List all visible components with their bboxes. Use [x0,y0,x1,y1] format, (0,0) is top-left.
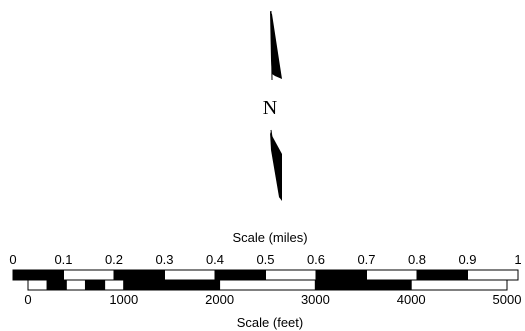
feet-segment [219,279,316,291]
miles-tick-label: 0.5 [256,252,274,267]
feet-segment [84,279,106,291]
miles-tick-label: 0.7 [357,252,375,267]
miles-segment [265,269,317,281]
feet-segment [314,279,412,291]
miles-segment [63,269,115,281]
miles-tick-label: 0.9 [458,252,476,267]
north-label: N [263,97,277,119]
miles-tick-label: 0.3 [155,252,173,267]
feet-scale-title: Scale (feet) [237,315,303,330]
miles-segment [12,269,64,281]
feet-segment [104,279,125,291]
north-arrow-lower-stem [270,129,281,199]
feet-tick-labels: 0 1000 2000 3000 4000 5000 [24,292,521,307]
miles-segment [315,269,367,281]
feet-tick-label: 4000 [397,292,426,307]
miles-tick-label: 0.8 [408,252,426,267]
feet-segment [46,279,67,291]
miles-tick-label: 0.6 [307,252,325,267]
miles-tick-labels: 0 0.1 0.2 0.3 0.4 0.5 0.6 0.7 0.8 0.9 1 [9,252,521,267]
miles-scale-bar [12,269,519,281]
miles-segment [467,269,519,281]
miles-tick-label: 0.2 [105,252,123,267]
north-arrow-icon [270,10,282,201]
feet-scale-bar [27,279,508,291]
miles-tick-label: 0.4 [206,252,224,267]
feet-segment [27,279,48,291]
north-arrow-upper-half [270,11,282,79]
miles-segment [113,269,165,281]
miles-segment [164,269,216,281]
miles-scale-title: Scale (miles) [232,230,307,245]
feet-segment [123,279,221,291]
feet-tick-label: 2000 [205,292,234,307]
miles-segment [366,269,418,281]
miles-tick-label: 1 [514,252,521,267]
miles-segment [214,269,266,281]
miles-tick-label: 0 [9,252,16,267]
feet-tick-label: 0 [24,292,31,307]
miles-segment [416,269,468,281]
north-arrow-upper-stem [270,10,273,81]
feet-segment [65,279,86,291]
feet-segment [410,279,508,291]
miles-tick-label: 0.1 [54,252,72,267]
feet-tick-label: 5000 [493,292,522,307]
feet-tick-label: 1000 [109,292,138,307]
feet-tick-label: 3000 [301,292,330,307]
